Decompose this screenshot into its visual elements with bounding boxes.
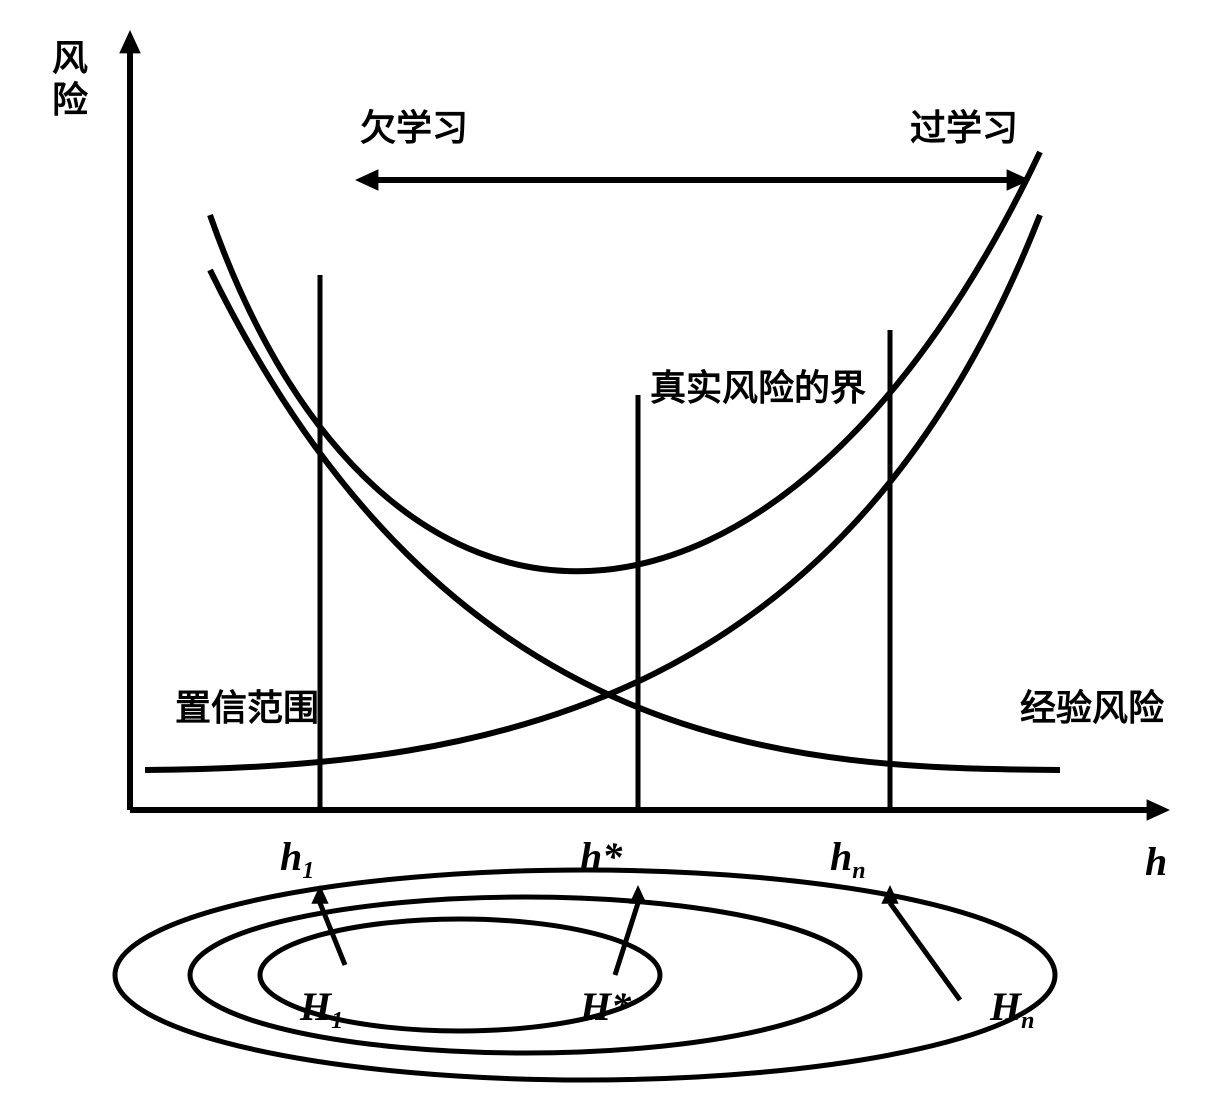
label-h1: h1 <box>280 834 314 884</box>
label-hn: hn <box>830 834 866 884</box>
label-underlearn: 欠学习 <box>360 107 468 148</box>
structural-risk-diagram: 风险h欠学习过学习真实风险的界置信范围经验风险h1h*hnH1H*Hn <box>0 0 1222 1103</box>
y-axis-label: 风 <box>52 38 88 78</box>
x-axis-label: h <box>1145 839 1167 884</box>
connector-hn <box>890 903 960 1000</box>
label-empirical: 经验风险 <box>1020 688 1165 728</box>
ellipse-outer <box>115 870 1055 1080</box>
curve-true-risk-bound <box>210 152 1040 571</box>
diagram-container: 风险h欠学习过学习真实风险的界置信范围经验风险h1h*hnH1H*Hn <box>0 0 1222 1103</box>
label-confidence: 置信范围 <box>175 688 319 728</box>
y-axis-label: 险 <box>52 80 89 120</box>
label-Hstar: H* <box>579 984 632 1029</box>
label-bound: 真实风险的界 <box>650 368 866 408</box>
label-H1: H1 <box>299 984 343 1034</box>
curve-confidence <box>210 270 1060 770</box>
label-overlearn: 过学习 <box>910 107 1018 148</box>
label-Hn: Hn <box>989 984 1034 1034</box>
